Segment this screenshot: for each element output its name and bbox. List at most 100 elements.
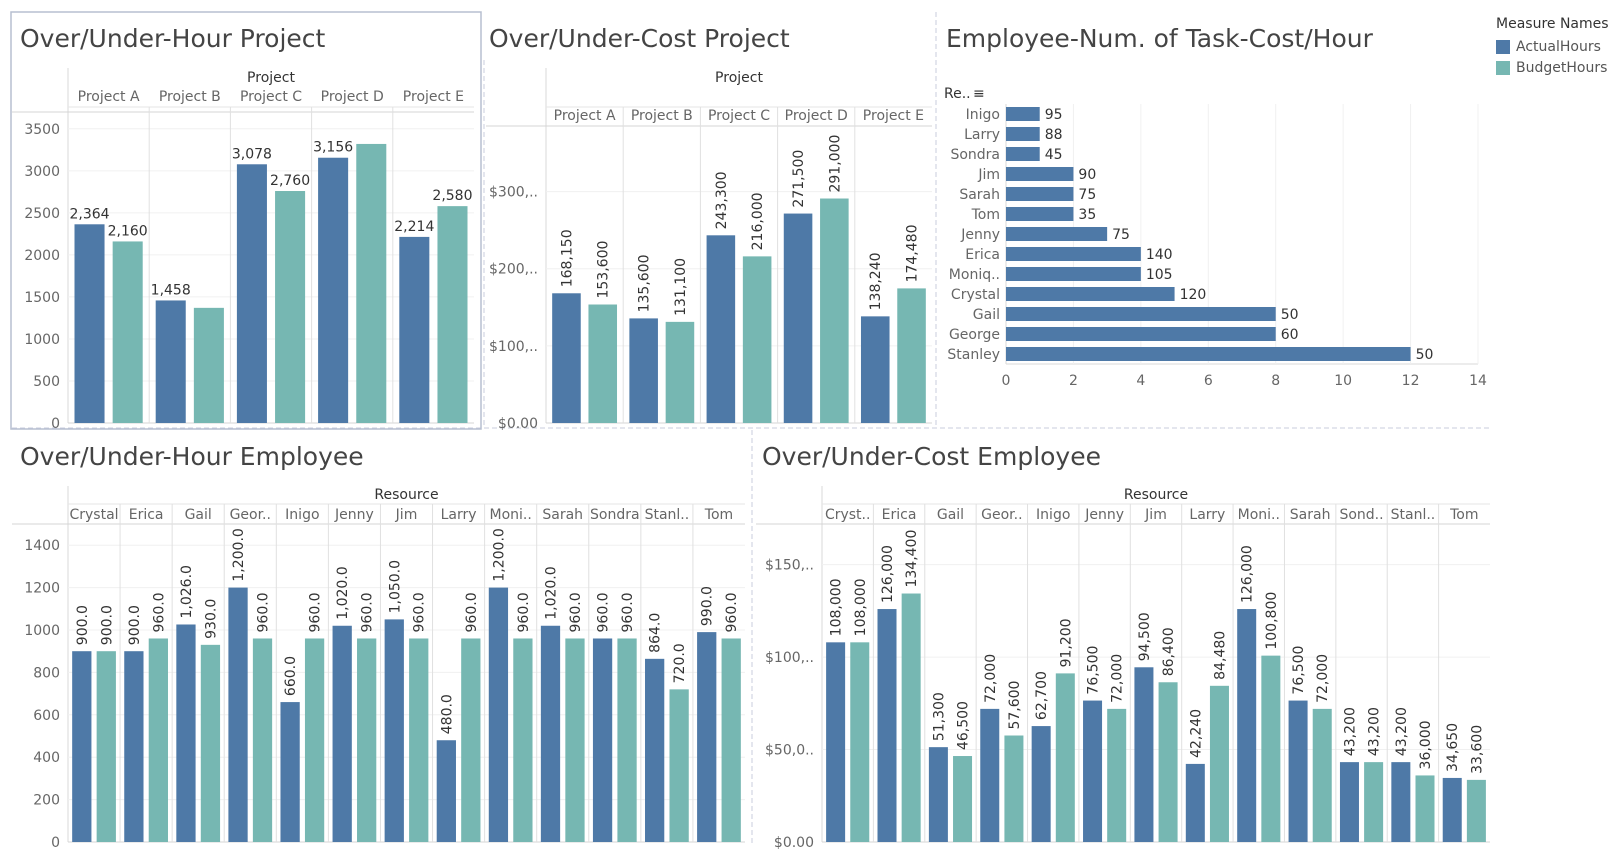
bar-budget[interactable] — [356, 143, 387, 423]
bar-actual[interactable] — [236, 164, 267, 423]
bar-task-count[interactable] — [1006, 307, 1276, 321]
bar-budget[interactable] — [1312, 708, 1332, 842]
bar-actual[interactable] — [928, 747, 948, 842]
legend[interactable]: Measure Names ActualHours BudgetHours — [1496, 16, 1620, 78]
bar-budget[interactable] — [461, 638, 481, 842]
bar-actual[interactable] — [384, 619, 404, 842]
bar-actual[interactable] — [1442, 777, 1462, 842]
bar-actual[interactable] — [318, 157, 349, 423]
bar-budget[interactable] — [513, 638, 533, 842]
bar-actual[interactable] — [155, 300, 186, 423]
bar-budget[interactable] — [1107, 708, 1127, 842]
bar-actual[interactable] — [1237, 609, 1257, 842]
bar-actual[interactable] — [1134, 667, 1154, 842]
bar-actual[interactable] — [706, 235, 736, 423]
bar-task-count[interactable] — [1006, 187, 1074, 201]
bar-actual[interactable] — [124, 651, 144, 842]
bar-budget[interactable] — [1055, 673, 1075, 842]
bar-budget[interactable] — [897, 288, 926, 423]
bar-budget[interactable] — [1466, 779, 1486, 842]
bar-budget[interactable] — [437, 206, 468, 423]
bar-actual[interactable] — [228, 587, 248, 842]
bar-task-count[interactable] — [1006, 267, 1141, 281]
bar-actual[interactable] — [592, 638, 613, 842]
sort-icon[interactable]: ≡ — [973, 86, 985, 102]
bar-budget[interactable] — [1158, 682, 1178, 842]
bar-task-count[interactable] — [1006, 347, 1411, 361]
bar-actual[interactable] — [74, 224, 105, 423]
category-header-label: Cryst.. — [825, 507, 871, 523]
bar-actual[interactable] — [860, 316, 890, 423]
bar-actual[interactable] — [176, 624, 196, 842]
bar-actual[interactable] — [1185, 763, 1205, 842]
bar-budget[interactable] — [148, 638, 168, 842]
bar-budget[interactable] — [820, 198, 849, 423]
bar-budget[interactable] — [1209, 685, 1229, 842]
bar-actual[interactable] — [826, 642, 846, 842]
bar-budget[interactable] — [200, 644, 221, 842]
bar-budget[interactable] — [304, 638, 325, 842]
bar-budget[interactable] — [409, 638, 429, 842]
bar-task-count[interactable] — [1006, 147, 1040, 161]
bar-actual[interactable] — [877, 609, 897, 842]
bar-budget[interactable] — [96, 651, 116, 842]
bar-actual[interactable] — [399, 236, 430, 423]
employee-tasks-panel[interactable]: Employee-Num. of Task-Cost/Hour Re.. ≡ 0 2 4 6… — [944, 24, 1487, 389]
bar-task-count[interactable] — [1006, 327, 1276, 341]
bar-budget[interactable] — [901, 593, 921, 842]
bar-task-count[interactable] — [1006, 127, 1040, 141]
bar-budget[interactable] — [665, 321, 695, 423]
bar-budget[interactable] — [617, 638, 637, 842]
bar-budget[interactable] — [275, 191, 306, 423]
bar-actual[interactable] — [645, 658, 665, 842]
bar-actual[interactable] — [72, 651, 92, 842]
bar-budget[interactable] — [1261, 655, 1281, 842]
bar-budget[interactable] — [588, 304, 618, 423]
bar-budget[interactable] — [721, 638, 741, 842]
bar-budget[interactable] — [850, 642, 870, 842]
bar-task-count[interactable] — [1006, 107, 1040, 121]
bar-actual[interactable] — [280, 702, 300, 842]
bar-task-count[interactable] — [1006, 207, 1074, 221]
bar-task-count[interactable] — [1006, 227, 1108, 241]
bar-budget[interactable] — [193, 307, 224, 423]
bar-actual[interactable] — [629, 318, 658, 423]
bar-actual[interactable] — [1391, 762, 1411, 842]
bar-actual[interactable] — [332, 625, 352, 842]
hour-employee-panel[interactable]: Over/Under-Hour Employee Resource 0 200 400 6… — [12, 442, 745, 851]
bar-actual[interactable] — [980, 708, 1000, 842]
x-tick-label: 8 — [1271, 373, 1280, 389]
bar-budget[interactable] — [1004, 735, 1024, 842]
bar-task-count[interactable] — [1006, 287, 1175, 301]
bar-actual[interactable] — [697, 632, 717, 842]
cost-project-panel[interactable]: Over/Under-Cost Project Project $0.00 $100,… — [486, 24, 932, 432]
bar-actual[interactable] — [783, 213, 813, 423]
legend-item-budget[interactable]: BudgetHours — [1496, 57, 1620, 78]
bar-budget[interactable] — [1364, 762, 1384, 842]
bar-budget[interactable] — [252, 638, 273, 842]
bar-task-count[interactable] — [1006, 247, 1141, 261]
bar-actual[interactable] — [436, 740, 456, 842]
y-tick-label: $200,.. — [489, 262, 538, 278]
hour-project-panel[interactable]: Over/Under-Hour Project Project 0 500 1000 15… — [12, 24, 474, 432]
bar-budget[interactable] — [112, 241, 143, 423]
bar-actual[interactable] — [540, 625, 561, 842]
bar-actual[interactable] — [1031, 726, 1051, 842]
bar-actual[interactable] — [552, 293, 581, 423]
bar-budget[interactable] — [565, 638, 585, 842]
x-tick-label: 6 — [1204, 373, 1213, 389]
bar-actual[interactable] — [1339, 762, 1359, 842]
bar-actual[interactable] — [1083, 700, 1103, 842]
cost-employee-panel[interactable]: Over/Under-Cost Employee Resource $0.00 $50… — [756, 442, 1490, 851]
bar-task-count[interactable] — [1006, 167, 1074, 181]
legend-item-actual[interactable]: ActualHours — [1496, 36, 1620, 57]
bar-budget[interactable] — [1415, 775, 1435, 842]
bar-budget[interactable] — [669, 689, 689, 842]
bar-actual[interactable] — [1288, 700, 1308, 842]
bar-budget[interactable] — [953, 756, 973, 842]
row-label: Jim — [977, 167, 1000, 183]
bar-actual[interactable] — [488, 587, 509, 842]
bar-budget[interactable] — [357, 638, 377, 842]
data-label: 720.0 — [672, 643, 688, 683]
bar-budget[interactable] — [742, 256, 772, 423]
